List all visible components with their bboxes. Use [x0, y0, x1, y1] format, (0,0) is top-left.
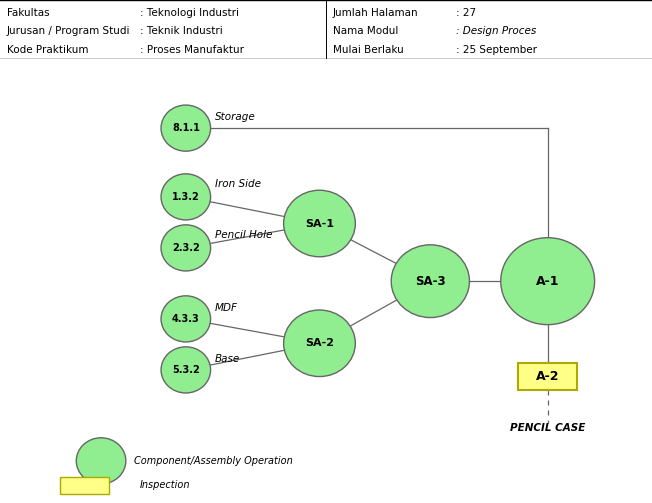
Text: : 27: : 27 [456, 8, 477, 18]
Text: Iron Side: Iron Side [215, 180, 261, 190]
Text: : Teknik Industri: : Teknik Industri [140, 27, 223, 36]
Ellipse shape [161, 347, 211, 393]
Text: : Proses Manufaktur: : Proses Manufaktur [140, 45, 244, 55]
Text: : 25 September: : 25 September [456, 45, 537, 55]
Text: 1.3.2: 1.3.2 [172, 192, 200, 202]
Text: 5.3.2: 5.3.2 [172, 365, 200, 375]
Text: : Design Proces: : Design Proces [456, 27, 537, 36]
Ellipse shape [501, 238, 595, 324]
Text: Jurusan / Program Studi: Jurusan / Program Studi [7, 27, 130, 36]
Text: 8.1.1: 8.1.1 [172, 123, 200, 133]
Text: Fakultas: Fakultas [7, 8, 49, 18]
Ellipse shape [284, 190, 355, 257]
Text: SA-2: SA-2 [305, 339, 334, 348]
Text: PENCIL CASE: PENCIL CASE [510, 423, 585, 433]
FancyBboxPatch shape [60, 477, 109, 493]
Text: Mulai Berlaku: Mulai Berlaku [333, 45, 404, 55]
Text: MDF: MDF [215, 303, 238, 313]
Text: Base: Base [215, 354, 241, 364]
Ellipse shape [161, 225, 211, 271]
Ellipse shape [391, 245, 469, 317]
Text: A-2: A-2 [536, 370, 559, 383]
Text: 2.3.2: 2.3.2 [172, 243, 200, 253]
Ellipse shape [76, 438, 126, 484]
Text: Storage: Storage [215, 112, 256, 122]
Ellipse shape [284, 310, 355, 377]
Text: 4.3.3: 4.3.3 [172, 314, 200, 324]
Text: : Teknologi Industri: : Teknologi Industri [140, 8, 239, 18]
Text: Component/Assembly Operation: Component/Assembly Operation [134, 456, 292, 466]
Text: Jumlah Halaman: Jumlah Halaman [333, 8, 418, 18]
Ellipse shape [161, 174, 211, 220]
Text: SA-3: SA-3 [415, 275, 445, 288]
Text: Inspection: Inspection [140, 480, 190, 490]
Text: SA-1: SA-1 [305, 218, 334, 228]
Ellipse shape [161, 105, 211, 151]
Ellipse shape [161, 296, 211, 342]
Text: A-1: A-1 [536, 275, 559, 288]
Text: Pencil Hole: Pencil Hole [215, 230, 273, 240]
Text: Nama Modul: Nama Modul [333, 27, 398, 36]
FancyBboxPatch shape [518, 363, 577, 390]
Text: Kode Praktikum: Kode Praktikum [7, 45, 88, 55]
